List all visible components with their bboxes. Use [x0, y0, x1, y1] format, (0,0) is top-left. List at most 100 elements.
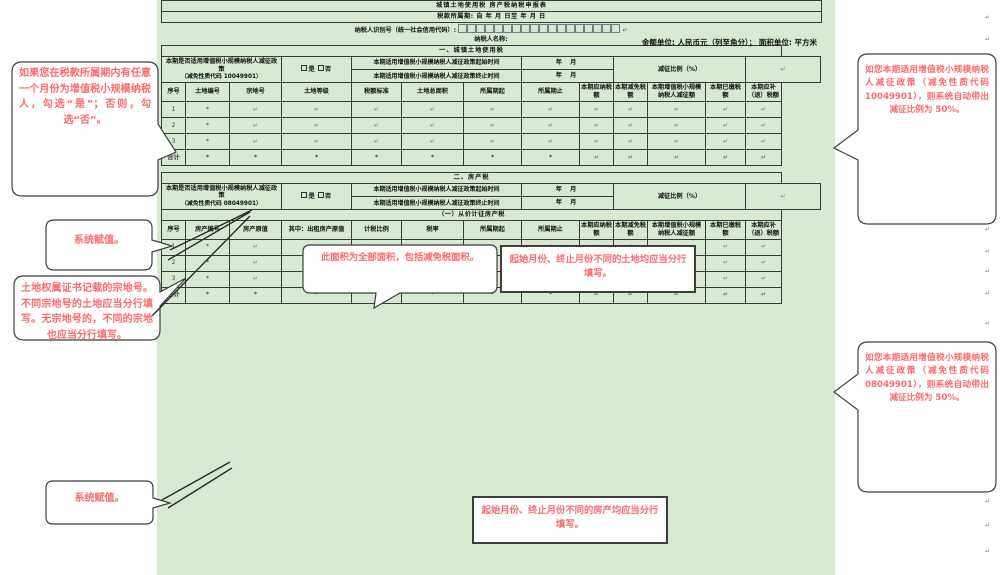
taxpayer-id-input[interactable]: [458, 23, 621, 34]
land-cell[interactable]: ↵: [705, 116, 746, 134]
property-cell[interactable]: *: [185, 238, 230, 256]
land-cell[interactable]: ↵: [521, 132, 580, 150]
land-cell[interactable]: ↵: [647, 100, 706, 118]
land-cell[interactable]: ↵: [229, 132, 282, 150]
land-cell[interactable]: ↵: [521, 100, 580, 118]
property-col-计税比例: 计税比例: [351, 220, 402, 240]
taxpayer-id-box[interactable]: [593, 23, 603, 33]
land-cell[interactable]: ↵: [351, 116, 402, 134]
land-policy-start-input[interactable]: 年 月: [521, 55, 614, 71]
land-total-cell: *: [401, 148, 464, 166]
land-cell[interactable]: ↵: [351, 132, 402, 150]
land-cell[interactable]: ↵: [613, 132, 648, 150]
taxpayer-name-row: 纳税人名称: 金额单位: 人民币元（列至角分）； 面积单位: 平方米: [161, 35, 821, 47]
land-cell[interactable]: ↵: [647, 132, 706, 150]
taxpayer-id-box[interactable]: [602, 23, 612, 33]
land-cell[interactable]: ↵: [744, 116, 783, 134]
land-cell[interactable]: *: [185, 132, 230, 150]
property-ratio-input[interactable]: ↵: [745, 182, 821, 211]
land-cell[interactable]: ↵: [463, 132, 522, 150]
land-col-所属期起: 所属期起: [463, 82, 522, 102]
taxpayer-id-box[interactable]: [521, 23, 531, 33]
checkbox-yes-icon[interactable]: [301, 192, 308, 199]
taxpayer-id-box[interactable]: [503, 23, 513, 33]
checkbox-yes-icon[interactable]: [301, 65, 308, 72]
table-row[interactable]: 3 * ↵ ↵ ↵ ↵ ↵ ↵ ↵ ↵ ↵ ↵ ↵: [161, 132, 821, 150]
taxpayer-id-box[interactable]: [476, 23, 486, 33]
property-cell[interactable]: *: [185, 270, 230, 288]
taxpayer-id-box[interactable]: [494, 23, 504, 33]
taxpayer-id-box[interactable]: [575, 23, 585, 33]
taxpayer-id-box[interactable]: [611, 23, 621, 33]
land-cell[interactable]: *: [185, 100, 230, 118]
land-cell[interactable]: ↵: [647, 116, 706, 134]
taxpayer-id-box[interactable]: [458, 23, 468, 33]
callout-text: 此面积为全部面积，包括减免税面积。: [320, 252, 480, 263]
paragraph-mark-icon: ↵: [593, 105, 600, 113]
land-cell[interactable]: ↵: [229, 116, 282, 134]
property-cell[interactable]: ↵: [744, 254, 783, 272]
land-cell[interactable]: ↵: [744, 132, 783, 150]
land-cell[interactable]: *: [185, 116, 230, 134]
taxpayer-id-box[interactable]: [557, 23, 567, 33]
property-cell[interactable]: *: [185, 254, 230, 272]
land-total-cell: *: [281, 148, 352, 166]
land-row-no: 2: [161, 116, 186, 134]
land-cell[interactable]: ↵: [401, 100, 464, 118]
land-cell[interactable]: ↵: [613, 116, 648, 134]
land-cell[interactable]: ↵: [705, 132, 746, 150]
property-policy-choice[interactable]: 是 否: [281, 182, 352, 211]
paragraph-mark-icon: ↵: [627, 153, 634, 161]
taxpayer-id-box[interactable]: [467, 23, 477, 33]
paragraph-mark-icon: ↵: [673, 121, 680, 129]
property-policy-end-input[interactable]: 年 月: [521, 196, 614, 211]
paragraph-mark-icon: ↵: [313, 121, 320, 129]
property-cell[interactable]: ↵: [744, 238, 783, 256]
paragraph-mark-icon: ↵: [252, 121, 259, 129]
taxpayer-id-box[interactable]: [539, 23, 549, 33]
property-cell[interactable]: ↵: [705, 238, 746, 256]
property-col-本期增值税小规模纳税人减征额: 本期增值税小规模纳税人减征额: [647, 220, 706, 240]
land-cell[interactable]: ↵: [401, 116, 464, 134]
property-cell[interactable]: ↵: [229, 254, 282, 272]
table-row[interactable]: 1 * ↵ ↵ ↵ ↵ ↵ ↵ ↵ ↵ ↵ ↵ ↵: [161, 100, 821, 118]
checkbox-no-icon[interactable]: [317, 192, 324, 199]
property-cell[interactable]: ↵: [229, 270, 282, 288]
land-cell[interactable]: ↵: [744, 100, 783, 118]
land-cell[interactable]: ↵: [705, 100, 746, 118]
paragraph-mark-icon: ↵: [373, 105, 380, 113]
land-cell[interactable]: ↵: [613, 100, 648, 118]
property-policy-start-input[interactable]: 年 月: [521, 182, 614, 198]
land-cell[interactable]: ↵: [281, 132, 352, 150]
land-cell[interactable]: ↵: [401, 132, 464, 150]
taxpayer-id-box[interactable]: [485, 23, 495, 33]
taxpayer-id-box[interactable]: [512, 23, 522, 33]
property-cell[interactable]: ↵: [229, 238, 282, 256]
taxpayer-id-box[interactable]: [548, 23, 558, 33]
property-cell[interactable]: ↵: [705, 254, 746, 272]
land-cell[interactable]: ↵: [229, 100, 282, 118]
land-total-row: 合计 * * * * * * * ↵ ↵ ↵ ↵ ↵: [161, 148, 821, 166]
taxpayer-id-box[interactable]: [566, 23, 576, 33]
taxpayer-id-box[interactable]: [530, 23, 540, 33]
land-cell[interactable]: ↵: [281, 100, 352, 118]
checkbox-no-icon[interactable]: [317, 65, 324, 72]
land-cell[interactable]: ↵: [281, 116, 352, 134]
form-masthead: 城镇土地使用税 房产税纳税申报表 税款所属期: 自 年 月 日至 年 月 日: [161, 0, 822, 23]
paragraph-mark-icon: ↵: [313, 137, 320, 145]
land-cell[interactable]: ↵: [351, 100, 402, 118]
land-ratio-input[interactable]: ↵: [745, 55, 821, 84]
land-cell[interactable]: ↵: [521, 116, 580, 134]
land-cell[interactable]: ↵: [463, 116, 522, 134]
property-cell[interactable]: ↵: [705, 270, 746, 288]
land-policy-end-input[interactable]: 年 月: [521, 69, 614, 84]
land-cell[interactable]: ↵: [463, 100, 522, 118]
land-policy-choice[interactable]: 是 否: [281, 55, 352, 84]
land-cell[interactable]: ↵: [579, 100, 614, 118]
land-cell[interactable]: ↵: [579, 132, 614, 150]
taxpayer-id-box[interactable]: [584, 23, 594, 33]
property-cell[interactable]: ↵: [744, 270, 783, 288]
land-cell[interactable]: ↵: [579, 116, 614, 134]
table-row[interactable]: 2 * ↵ ↵ ↵ ↵ ↵ ↵ ↵ ↵ ↵ ↵ ↵: [161, 116, 821, 134]
property-yes-label: 是: [308, 193, 316, 201]
